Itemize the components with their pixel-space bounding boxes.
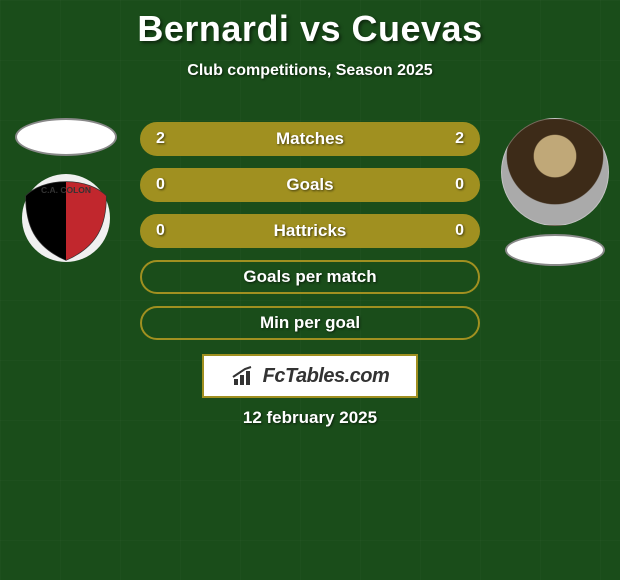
stat-label: Goals: [286, 175, 333, 195]
player1-club-badge: C.A. COLON: [16, 174, 116, 262]
stat-right-value: 0: [455, 176, 464, 194]
stat-row-min-per-goal: Min per goal: [140, 306, 480, 340]
club-name-text: C.A. COLON: [40, 185, 90, 195]
player1-photo-placeholder: [15, 118, 117, 156]
stat-row-hattricks: 0 Hattricks 0: [140, 214, 480, 248]
brand-text: FcTables.com: [263, 365, 390, 388]
stat-row-matches: 2 Matches 2: [140, 122, 480, 156]
stat-right-value: 2: [455, 130, 464, 148]
stat-label: Matches: [276, 129, 344, 149]
header: Bernardi vs Cuevas Club competitions, Se…: [0, 0, 620, 80]
player2-club-placeholder: [505, 234, 605, 266]
player2-photo: [501, 118, 609, 226]
chart-icon: [231, 365, 257, 387]
stats-table: 2 Matches 2 0 Goals 0 0 Hattricks 0 Goal…: [140, 122, 480, 352]
right-column: [497, 118, 612, 266]
stat-label: Goals per match: [243, 267, 376, 287]
stat-left-value: 0: [156, 222, 165, 240]
stat-row-goals-per-match: Goals per match: [140, 260, 480, 294]
vs-text: vs: [300, 8, 341, 49]
footer-date: 12 february 2025: [0, 408, 620, 428]
stat-row-goals: 0 Goals 0: [140, 168, 480, 202]
stat-label: Min per goal: [260, 313, 360, 333]
stat-right-value: 0: [455, 222, 464, 240]
stat-left-value: 2: [156, 130, 165, 148]
stat-left-value: 0: [156, 176, 165, 194]
branding-box[interactable]: FcTables.com: [202, 354, 418, 398]
player1-name: Bernardi: [137, 8, 289, 49]
subtitle: Club competitions, Season 2025: [0, 62, 620, 80]
left-column: C.A. COLON: [8, 118, 123, 262]
stat-label: Hattricks: [274, 221, 347, 241]
player2-name: Cuevas: [352, 8, 483, 49]
page-title: Bernardi vs Cuevas: [0, 8, 620, 50]
